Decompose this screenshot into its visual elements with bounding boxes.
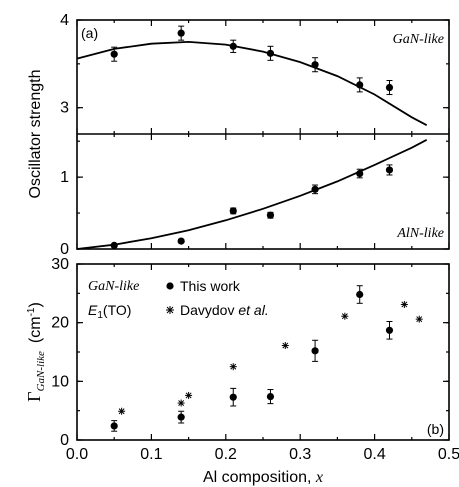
x-tick-label: 0.1	[140, 446, 162, 463]
star-stroke	[185, 392, 192, 399]
y-tick-label: 1	[60, 169, 69, 186]
star-stroke	[230, 363, 237, 370]
mode-label: E1(TO)	[88, 302, 131, 321]
dot-marker	[356, 290, 364, 299]
dot-marker	[266, 49, 275, 57]
y-tick-label: 20	[51, 315, 69, 332]
mode-label-sub: 1	[97, 310, 103, 321]
panel-b-label: (b)	[427, 421, 444, 437]
dot-marker	[110, 422, 118, 430]
y-axis-title-b: ΓGaN-like (cm-1)	[24, 302, 47, 402]
legend-marker-this-work	[166, 282, 174, 290]
panel-a-label: (a)	[81, 25, 98, 41]
x-axis-title: Al composition, x	[203, 469, 323, 486]
star-marker	[415, 315, 423, 323]
y-axis-b-unit-prefix: (cm	[27, 316, 44, 343]
star-marker	[118, 407, 126, 415]
legend-label-davydov: Davydov et al.	[180, 302, 269, 318]
star-marker	[229, 363, 237, 371]
fit-curve	[76, 40, 428, 126]
star-stroke	[401, 301, 408, 308]
y-tick-label: 0	[60, 432, 69, 449]
star-marker	[177, 399, 185, 407]
y-axis-b-symbol: Γ	[24, 391, 44, 401]
y-axis-b-unit-exp: -1	[26, 307, 37, 316]
star-marker	[281, 342, 289, 350]
x-tick-label: 0.0	[66, 446, 88, 463]
dot-marker	[229, 393, 237, 401]
dot-marker	[311, 185, 319, 193]
y-axis-b-unit-suffix: )	[27, 302, 44, 307]
y-tick-label: 30	[51, 256, 69, 273]
dot-marker	[385, 166, 394, 174]
mode-label-rest: (TO)	[103, 302, 132, 318]
axis-ticks	[76, 19, 450, 441]
star-stroke	[118, 408, 125, 415]
data-markers	[110, 29, 423, 430]
y-axis-b-subscript: GaN-like	[35, 351, 47, 391]
dot-marker	[266, 392, 275, 401]
star-marker	[185, 391, 193, 399]
error-bars	[111, 25, 393, 432]
star-marker	[341, 312, 349, 320]
panel-a2-annotation: AlN-like	[396, 226, 444, 241]
x-tick-label: 0.2	[215, 446, 237, 463]
dot-marker	[266, 211, 275, 219]
dot-marker	[177, 29, 185, 37]
mode-label-main: E	[88, 302, 98, 318]
dot-marker	[356, 169, 364, 178]
x-tick-label: 0.4	[363, 446, 385, 463]
fit-curve	[76, 139, 428, 250]
panel-b-annotation: GaN-like	[88, 279, 139, 294]
star-stroke	[341, 313, 348, 320]
y-tick-label: 4	[60, 12, 69, 29]
legend-davydov-name: Davydov	[180, 302, 238, 318]
fit-curves	[76, 40, 428, 250]
star-marker	[400, 300, 408, 308]
dot-marker	[311, 347, 319, 355]
x-tick-label: 0.3	[289, 446, 311, 463]
star-stroke	[282, 342, 289, 349]
dot-marker	[177, 413, 185, 421]
dot-marker	[385, 326, 394, 334]
dot-marker	[177, 237, 185, 245]
x-tick-label: 0.5	[438, 446, 459, 463]
panel-a-annotation: GaN-like	[393, 32, 444, 47]
dot-marker	[229, 207, 237, 215]
dot-marker	[229, 42, 237, 50]
x-axis-title-prefix: Al composition,	[203, 469, 316, 486]
legend-marker-davydov	[166, 306, 174, 314]
dot-marker	[385, 83, 394, 92]
dot-marker	[110, 241, 118, 250]
y-axis-title-a: Oscillator strength	[27, 70, 44, 199]
legend-davydov-etal: et al.	[238, 302, 268, 318]
y-tick-label: 3	[60, 100, 69, 117]
star-stroke	[178, 400, 185, 406]
legend-label-this-work: This work	[180, 278, 241, 294]
x-axis-title-var: x	[315, 469, 323, 486]
y-tick-label: 10	[51, 373, 69, 390]
dot-marker	[311, 61, 319, 69]
dot-marker	[110, 50, 118, 58]
dot-marker	[356, 81, 364, 89]
y-tick-label: 0	[60, 241, 69, 258]
star-stroke	[416, 316, 423, 323]
